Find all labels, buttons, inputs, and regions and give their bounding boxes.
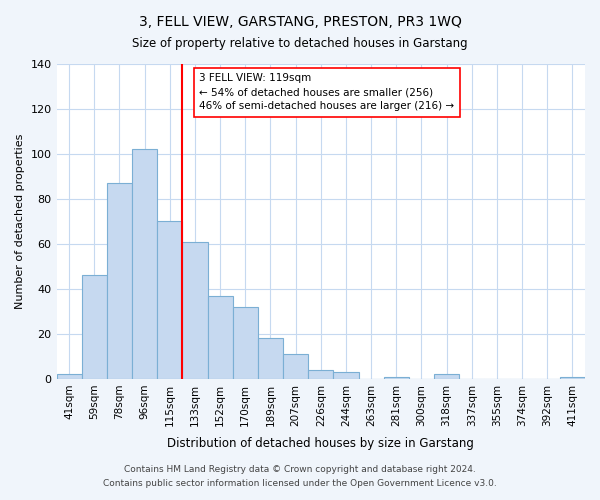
Bar <box>82 276 107 379</box>
Bar <box>208 296 233 379</box>
Text: Contains HM Land Registry data © Crown copyright and database right 2024.
Contai: Contains HM Land Registry data © Crown c… <box>103 466 497 487</box>
Bar <box>258 338 283 379</box>
Text: 3 FELL VIEW: 119sqm
← 54% of detached houses are smaller (256)
46% of semi-detac: 3 FELL VIEW: 119sqm ← 54% of detached ho… <box>199 74 454 112</box>
Text: 3, FELL VIEW, GARSTANG, PRESTON, PR3 1WQ: 3, FELL VIEW, GARSTANG, PRESTON, PR3 1WQ <box>139 15 461 29</box>
Bar <box>308 370 334 379</box>
Bar <box>56 374 82 379</box>
Bar <box>560 376 585 379</box>
Bar <box>157 222 182 379</box>
Bar <box>283 354 308 379</box>
Bar <box>334 372 359 379</box>
Bar <box>383 376 409 379</box>
X-axis label: Distribution of detached houses by size in Garstang: Distribution of detached houses by size … <box>167 437 474 450</box>
Y-axis label: Number of detached properties: Number of detached properties <box>15 134 25 309</box>
Bar <box>233 307 258 379</box>
Text: Size of property relative to detached houses in Garstang: Size of property relative to detached ho… <box>132 38 468 51</box>
Bar <box>434 374 459 379</box>
Bar <box>182 242 208 379</box>
Bar <box>132 150 157 379</box>
Bar <box>107 183 132 379</box>
